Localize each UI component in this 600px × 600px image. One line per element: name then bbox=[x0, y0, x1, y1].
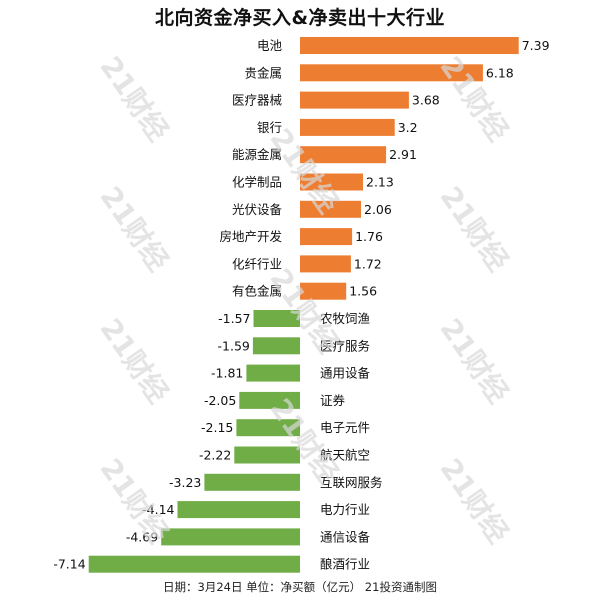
value-label-16: -3.23 bbox=[169, 475, 201, 490]
category-label-19: 酿酒行业 bbox=[320, 557, 370, 572]
bar-19 bbox=[88, 555, 300, 573]
value-label-5: 2.13 bbox=[366, 175, 394, 190]
bar-7 bbox=[300, 228, 353, 246]
category-label-1: 贵金属 bbox=[244, 65, 282, 80]
value-label-11: -1.59 bbox=[218, 338, 250, 353]
bar-8 bbox=[300, 255, 351, 273]
category-label-14: 电子元件 bbox=[320, 420, 370, 435]
value-label-1: 6.18 bbox=[486, 65, 514, 80]
category-label-7: 房地产开发 bbox=[219, 229, 282, 244]
category-label-6: 光伏设备 bbox=[232, 202, 283, 217]
bar-3 bbox=[300, 118, 395, 136]
category-label-18: 通信设备 bbox=[320, 529, 371, 544]
category-label-2: 医疗器械 bbox=[232, 93, 283, 108]
category-label-13: 证券 bbox=[320, 393, 346, 408]
bar-9 bbox=[300, 282, 347, 300]
category-label-10: 农牧饲渔 bbox=[320, 311, 370, 326]
bar-18 bbox=[161, 528, 300, 546]
category-label-16: 互联网服务 bbox=[320, 475, 383, 490]
bar-11 bbox=[252, 337, 300, 355]
bar-4 bbox=[300, 146, 387, 164]
value-label-8: 1.72 bbox=[354, 256, 382, 271]
bar-1 bbox=[300, 64, 483, 82]
bar-12 bbox=[246, 364, 300, 382]
value-label-18: -4.69 bbox=[126, 529, 158, 544]
value-label-2: 3.68 bbox=[412, 93, 440, 108]
bar-0 bbox=[300, 37, 519, 54]
value-label-12: -1.81 bbox=[211, 366, 243, 381]
bar-15 bbox=[234, 446, 300, 464]
category-label-8: 化纤行业 bbox=[232, 256, 282, 271]
bar-17 bbox=[177, 501, 300, 519]
value-label-6: 2.06 bbox=[364, 202, 392, 217]
category-label-4: 能源金属 bbox=[232, 147, 282, 162]
category-label-12: 通用设备 bbox=[320, 366, 371, 381]
value-label-19: -7.14 bbox=[53, 557, 85, 572]
bar-2 bbox=[300, 91, 409, 109]
value-label-17: -4.14 bbox=[142, 502, 174, 517]
category-label-17: 电力行业 bbox=[320, 502, 370, 517]
bar-6 bbox=[300, 200, 361, 218]
bar-5 bbox=[300, 173, 363, 191]
value-label-15: -2.22 bbox=[199, 448, 231, 463]
value-label-13: -2.05 bbox=[204, 393, 236, 408]
value-label-9: 1.56 bbox=[349, 284, 377, 299]
value-label-14: -2.15 bbox=[201, 420, 233, 435]
bar-14 bbox=[236, 419, 300, 437]
bar-13 bbox=[239, 391, 300, 409]
bar-16 bbox=[204, 473, 300, 491]
category-label-0: 电池 bbox=[257, 38, 283, 53]
value-label-7: 1.76 bbox=[355, 229, 383, 244]
value-label-0: 7.39 bbox=[522, 38, 550, 53]
category-label-11: 医疗服务 bbox=[320, 338, 370, 353]
chart-footer: 日期：3月24日 单位：净买额（亿元） 21投资通制图 bbox=[163, 580, 437, 594]
chart-title: 北向资金净买入&净卖出十大行业 bbox=[154, 7, 446, 29]
category-label-15: 航天航空 bbox=[320, 448, 370, 463]
value-label-4: 2.91 bbox=[389, 147, 417, 162]
category-label-9: 有色金属 bbox=[232, 284, 282, 299]
bar-10 bbox=[253, 310, 300, 327]
value-label-10: -1.57 bbox=[218, 311, 250, 326]
category-label-3: 银行 bbox=[257, 120, 282, 135]
value-label-3: 3.2 bbox=[398, 120, 418, 135]
category-label-5: 化学制品 bbox=[232, 175, 282, 190]
